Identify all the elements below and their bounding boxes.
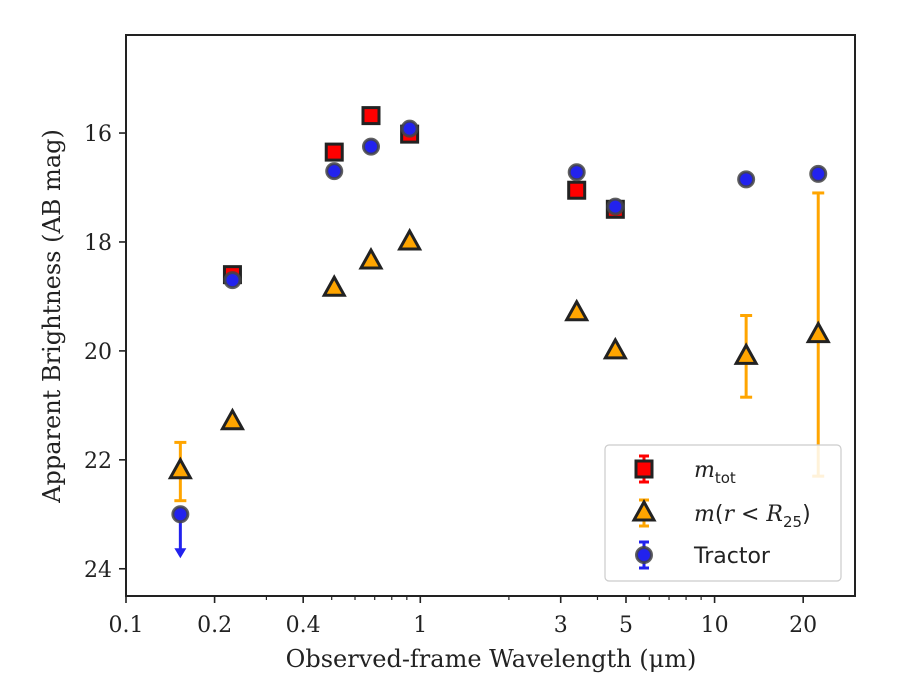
mr25-legend-label: m(r < R25) (694, 502, 811, 531)
y-axis-title: Apparent Brightness (AB mag) (38, 129, 66, 504)
y-tick-label: 22 (84, 449, 112, 474)
tractor-point (362, 137, 381, 156)
tractor-point (737, 170, 756, 189)
mtot-legend-marker (634, 459, 654, 479)
ticks-layer: 0.1 0.2 0.4 1 3 5 10 20 16 18 20 22 24 (84, 122, 817, 638)
mtot-point (567, 180, 587, 200)
mtot-point (361, 106, 381, 126)
tractor-point (400, 119, 419, 138)
mr25-point (358, 246, 384, 270)
x-tick-label: 0.2 (197, 613, 232, 638)
y-tick-label: 18 (84, 231, 112, 256)
mr25-point (564, 298, 590, 322)
mr25-legend-marker (631, 498, 657, 522)
tractor-point (223, 271, 242, 290)
x-tick-label: 0.4 (286, 613, 321, 638)
mr25-point (602, 336, 628, 360)
x-tick-label: 0.1 (109, 613, 144, 638)
markers-layer (167, 106, 831, 524)
legend-box (604, 444, 842, 582)
legend: mtot m(r < R25) Tractor (604, 444, 842, 582)
mr25-point (733, 342, 759, 365)
plot-frame (125, 34, 856, 597)
mtot-point (324, 142, 344, 162)
mr25-point (219, 407, 246, 431)
mr25-point (397, 227, 423, 251)
tractor-legend-label: Tractor (693, 544, 771, 569)
x-tick-label: 1 (413, 613, 427, 638)
tractor-point (606, 197, 625, 216)
mr25-point (805, 320, 831, 344)
tractor-point (567, 163, 586, 182)
x-axis-title: Observed-frame Wavelength (μm) (286, 645, 697, 673)
tractor-point (325, 162, 344, 181)
y-tick-label: 24 (84, 558, 112, 583)
tractor-legend-marker (635, 546, 653, 564)
y-tick-label: 16 (84, 122, 112, 147)
x-tick-label: 10 (701, 613, 729, 638)
tractor-point (171, 505, 190, 524)
y-tick-label: 20 (84, 340, 112, 365)
tractor-upper-limit-arrowhead (174, 548, 187, 559)
x-tick-label: 3 (554, 613, 568, 638)
x-tick-label: 20 (789, 613, 817, 638)
mr25-point (167, 456, 193, 480)
tractor-point (809, 164, 828, 183)
mr25-point (321, 274, 347, 297)
mtot-legend-label: mtot (694, 458, 736, 487)
x-tick-label: 5 (619, 613, 633, 638)
